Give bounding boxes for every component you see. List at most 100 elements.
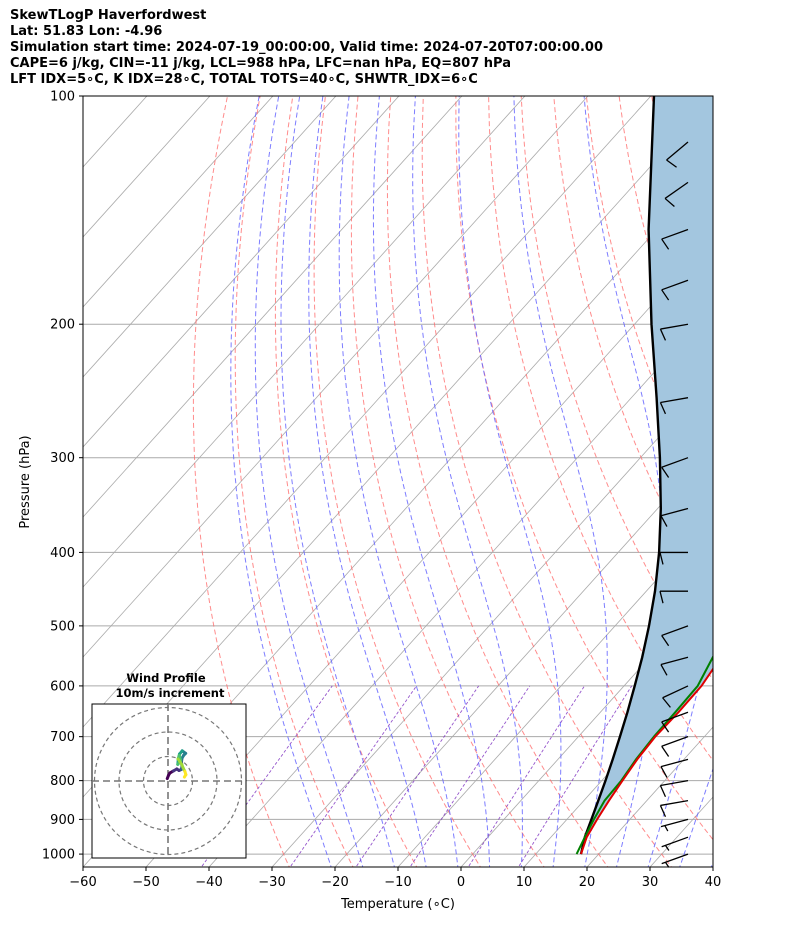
wind-barb [660,758,689,778]
dry-adiabat-line [488,96,713,762]
x-tick-label: −60 [69,875,96,890]
isotherm-line [83,96,463,518]
isotherm-line [83,96,526,588]
y-tick-label: 600 [50,679,75,694]
dry-adiabat-line [274,96,418,867]
mixing-ratio-line [409,685,531,867]
wind-barb [664,181,689,208]
isotherm-line [83,96,274,308]
moist-adiabat-line [710,861,713,867]
isotherm-line [460,586,713,867]
wind-barb [659,799,689,818]
hodograph-segment [182,773,188,779]
wind-barb [661,457,689,478]
wind-barb [661,736,689,757]
isotherm-line [586,726,713,867]
chart-grid [83,96,794,870]
dry-adiabat-line [313,96,481,867]
hodograph-title-line1: Wind Profile [126,671,206,685]
cape-shaded-area [581,96,713,855]
y-tick-label: 200 [50,318,75,333]
temperature-profile-line [580,667,713,855]
header-times: Simulation start time: 2024-07-19_00:00:… [10,40,603,55]
wind-barb [659,551,688,565]
moist-adiabat-line [513,96,608,867]
x-tick-label: −20 [321,875,348,890]
isotherm-line [145,236,713,867]
wind-barb [661,625,689,647]
isotherm-line [712,866,713,867]
wind-barb [666,141,689,168]
mixing-ratio-line [517,685,633,867]
y-tick-label: 300 [50,451,75,466]
dry-adiabat-line [192,96,290,867]
wind-barb [661,228,689,250]
isotherm-line [83,96,337,378]
isotherm-line [83,96,400,448]
y-axis-label: Pressure (hPa) [18,435,33,528]
dry-adiabat-line [782,96,794,870]
isotherm-line [83,96,652,728]
parcel-profile-line [579,96,663,855]
moist-adiabat-line [412,96,523,867]
x-axis-ticks: −60 −50 −40 −30 −20 −10 0 10 20 30 40 [69,867,721,890]
dry-adiabat-line [421,96,673,867]
moist-adiabat-line [372,96,491,867]
y-tick-label: 800 [50,774,75,789]
header-station: SkewTLogP Haverfordwest [10,8,207,23]
x-tick-label: 40 [705,875,722,890]
wind-barb [659,590,688,604]
y-tick-label: 1000 [42,848,75,863]
dewpoint-profile-line [575,655,713,855]
y-axis-ticks: 100 200 300 400 500 600 700 800 900 1000 [42,90,83,863]
x-tick-label: −30 [258,875,285,890]
wind-barb [660,656,689,676]
wind-barbs-layer [659,141,689,868]
mixing-ratio-line [355,685,480,867]
chart-header: SkewTLogP Haverfordwest Lat: 51.83 Lon: … [10,8,603,88]
wind-barb [659,779,689,798]
isotherm-line [334,446,713,867]
dry-adiabat-line [455,96,713,841]
isotherm-line [271,376,713,867]
dry-adiabat-line [717,96,794,870]
x-tick-label: 0 [457,875,465,890]
dry-adiabat-line [520,96,713,681]
x-tick-label: 30 [642,875,659,890]
mixing-ratio-line [289,685,417,867]
dry-adiabat-line [350,96,545,867]
dry-adiabat-line [386,96,609,867]
moist-adiabat-line [458,96,562,867]
wind-barb [661,711,689,733]
y-tick-label: 900 [50,813,75,828]
wind-barb [659,397,689,415]
header-indices-1: CAPE=6 j/kg, CIN=-11 j/kg, LCL=988 hPa, … [10,56,511,71]
wind-barb [660,818,689,832]
moist-adiabat-line [308,96,427,867]
header-indices-2: LFT IDX=5∘C, K IDX=28∘C, TOTAL TOTS=40∘C… [10,72,478,87]
y-tick-label: 100 [50,90,75,105]
moist-adiabat-line [230,96,332,867]
hodograph-title-line2: 10m/s increment [116,686,225,700]
dry-adiabat-line [234,96,354,867]
x-tick-label: 10 [516,875,533,890]
isotherm-line [83,96,589,658]
isotherm-line [397,516,713,867]
wind-barb [660,507,689,527]
y-tick-label: 400 [50,546,75,561]
x-tick-label: 20 [579,875,596,890]
x-tick-label: −40 [195,875,222,890]
wind-barb [661,836,689,851]
wind-barb [661,279,689,301]
wind-barb [662,685,689,708]
hodograph-plot [92,704,246,858]
header-location: Lat: 51.83 Lon: -4.96 [10,24,163,39]
isotherm-line [83,96,211,238]
y-tick-label: 500 [50,619,75,634]
mixing-ratio-line [467,685,585,867]
moist-adiabat-line [647,96,713,867]
profile-lines-layer [575,96,713,855]
x-axis-label: Temperature (∘C) [340,897,455,912]
moist-adiabat-line [254,96,364,867]
